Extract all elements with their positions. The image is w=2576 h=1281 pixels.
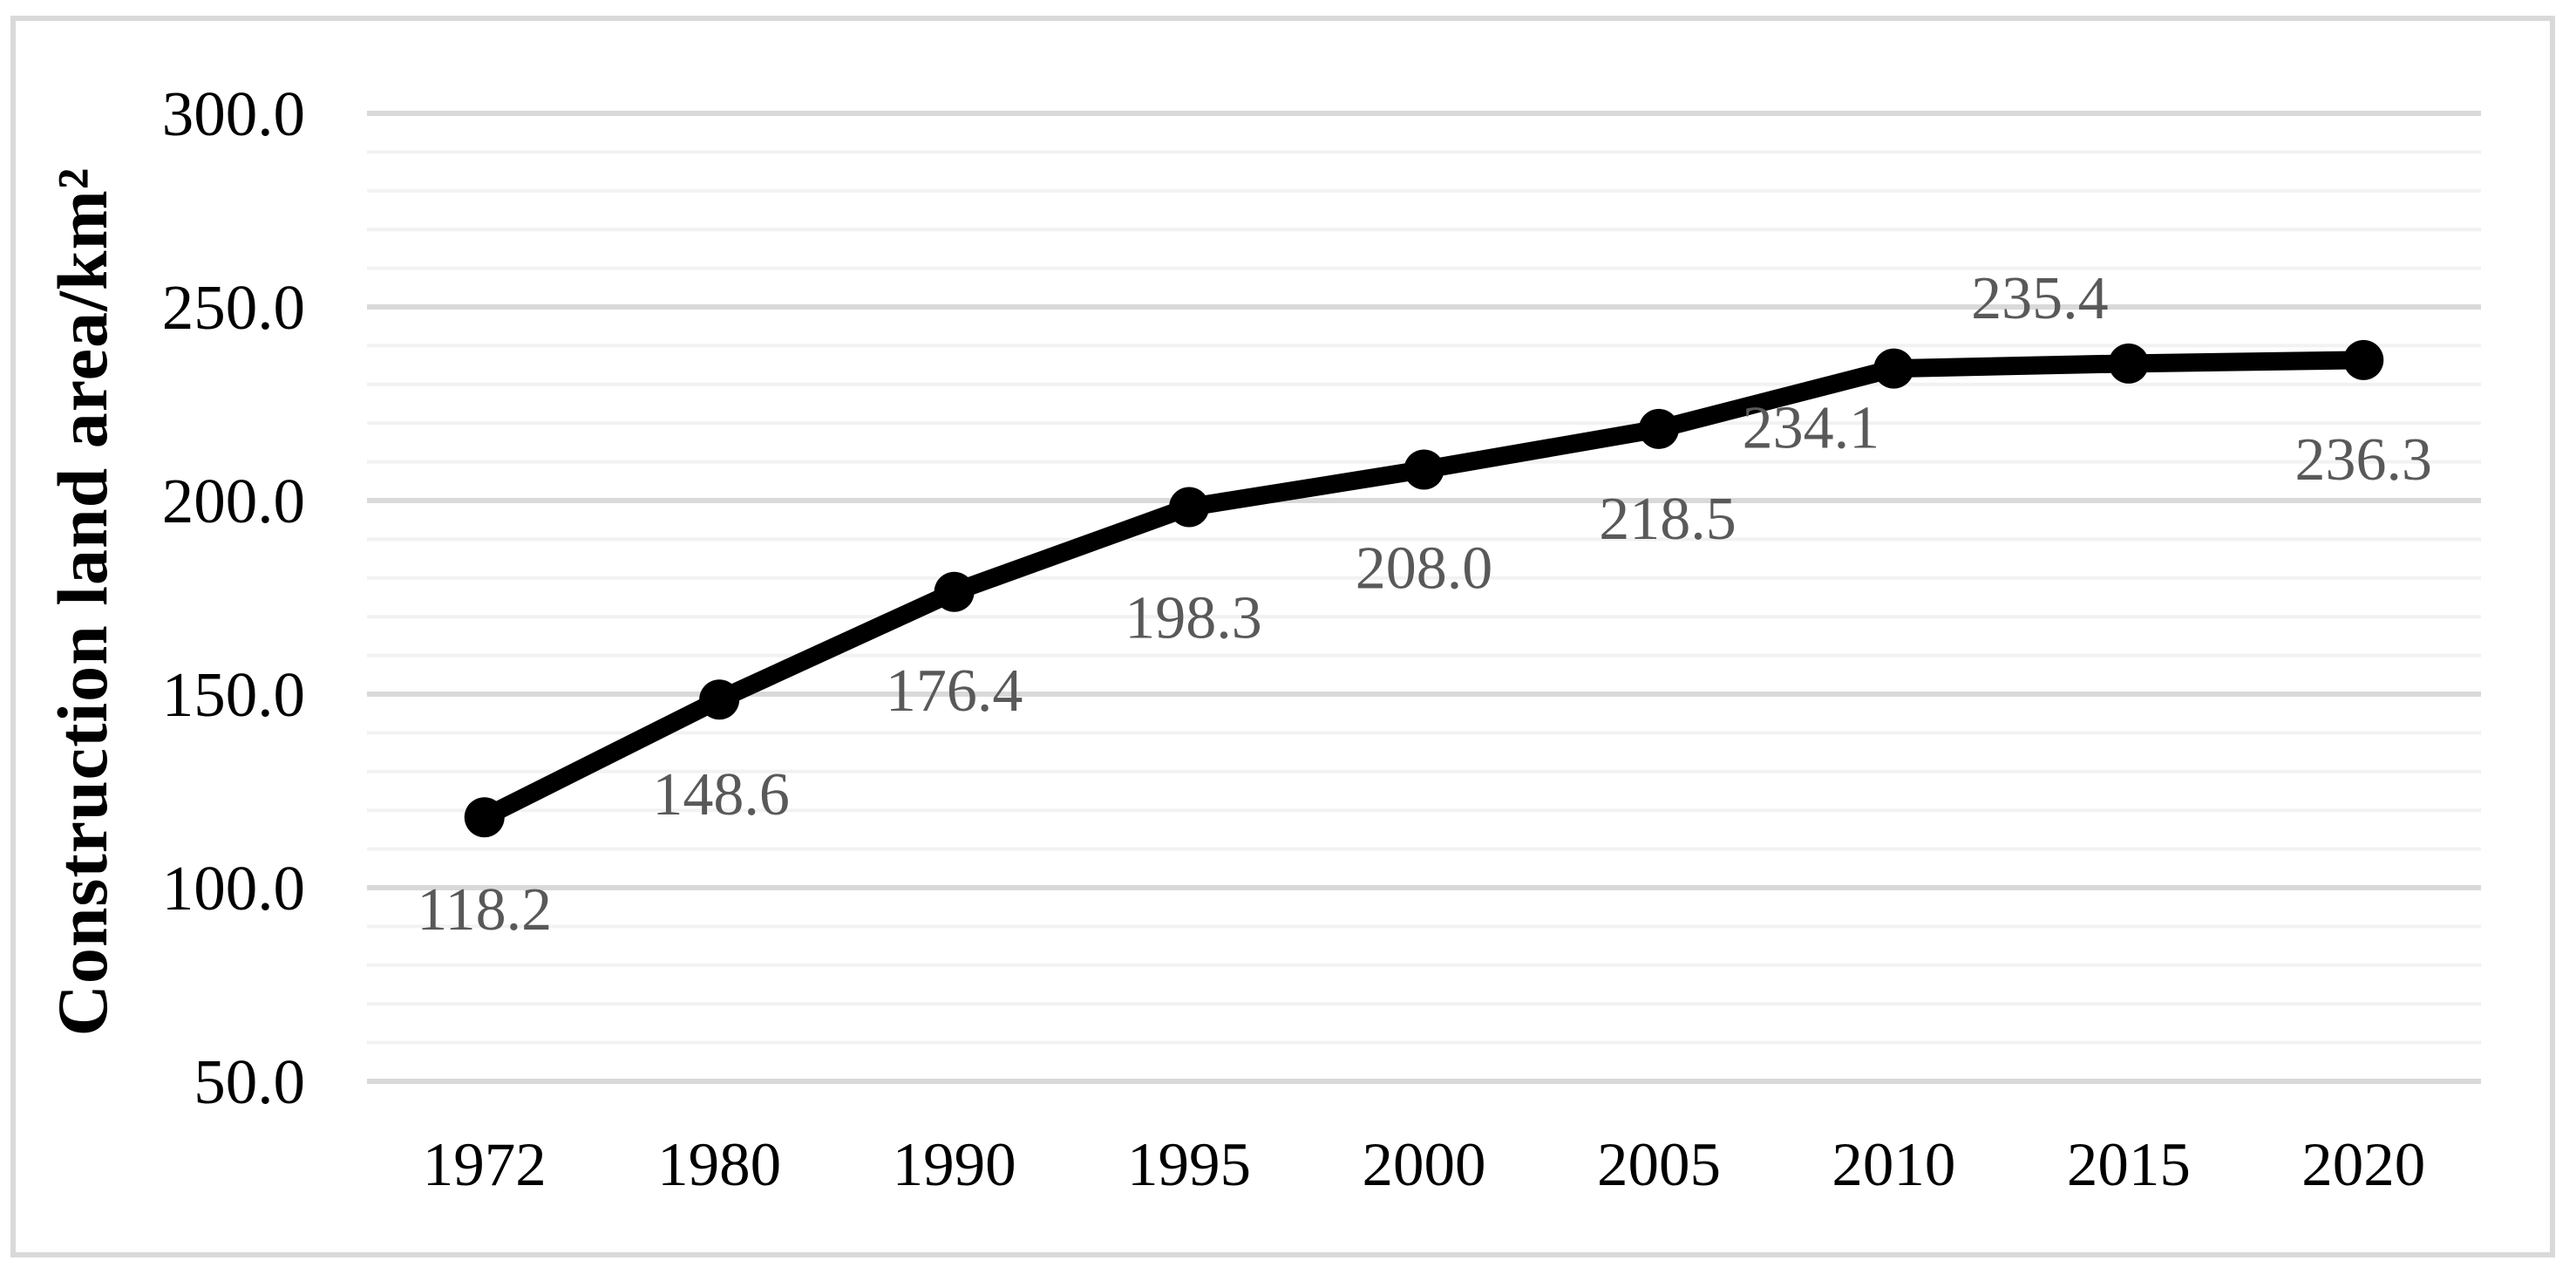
x-tick-label: 2000 — [1363, 1131, 1486, 1199]
data-point-marker — [699, 679, 740, 720]
y-tick-label: 250.0 — [162, 272, 305, 343]
y-tick-label: 100.0 — [162, 853, 305, 923]
x-tick-label: 1972 — [423, 1131, 547, 1199]
x-tick-label: 1990 — [893, 1131, 1016, 1199]
data-point-label: 148.6 — [652, 761, 790, 828]
data-point-marker — [2108, 343, 2149, 384]
y-tick-label: 300.0 — [162, 78, 305, 149]
data-point-marker — [1873, 348, 1914, 389]
x-tick-label: 1995 — [1127, 1131, 1251, 1199]
data-point-label: 218.5 — [1599, 486, 1737, 553]
data-point-marker — [934, 571, 975, 612]
y-tick-label: 200.0 — [162, 466, 305, 536]
data-point-marker — [1638, 408, 1679, 449]
y-axis-tick-labels: 300.0 250.0 200.0 150.0 100.0 50.0 — [162, 78, 305, 1117]
x-tick-label: 2015 — [2067, 1131, 2191, 1199]
y-tick-label: 50.0 — [194, 1046, 305, 1117]
gridlines-minor — [367, 150, 2481, 1045]
data-point-label: 236.3 — [2295, 426, 2433, 494]
data-point-marker — [1404, 449, 1444, 490]
markers-group — [464, 339, 2384, 838]
data-point-label: 118.2 — [417, 876, 552, 944]
data-point-label: 234.1 — [1743, 395, 1880, 462]
data-point-label: 176.4 — [886, 658, 1023, 725]
x-tick-label: 2020 — [2301, 1131, 2425, 1199]
x-axis-tick-labels: 1972 1980 1990 1995 2000 2005 2010 2015 2020 — [423, 1131, 2426, 1199]
x-tick-label: 2005 — [1597, 1131, 1721, 1199]
data-point-label: 198.3 — [1125, 585, 1262, 652]
data-point-label: 208.0 — [1356, 535, 1493, 602]
y-axis-title: Construction land area/km² — [43, 167, 122, 1037]
x-tick-label: 1980 — [657, 1131, 781, 1199]
data-point-marker — [464, 797, 505, 838]
y-tick-label: 150.0 — [162, 659, 305, 730]
x-tick-label: 2010 — [1832, 1131, 1955, 1199]
chart-border — [10, 16, 2555, 1257]
data-point-marker — [2343, 339, 2384, 380]
data-point-label: 235.4 — [1971, 265, 2109, 332]
data-point-marker — [1169, 487, 1210, 528]
